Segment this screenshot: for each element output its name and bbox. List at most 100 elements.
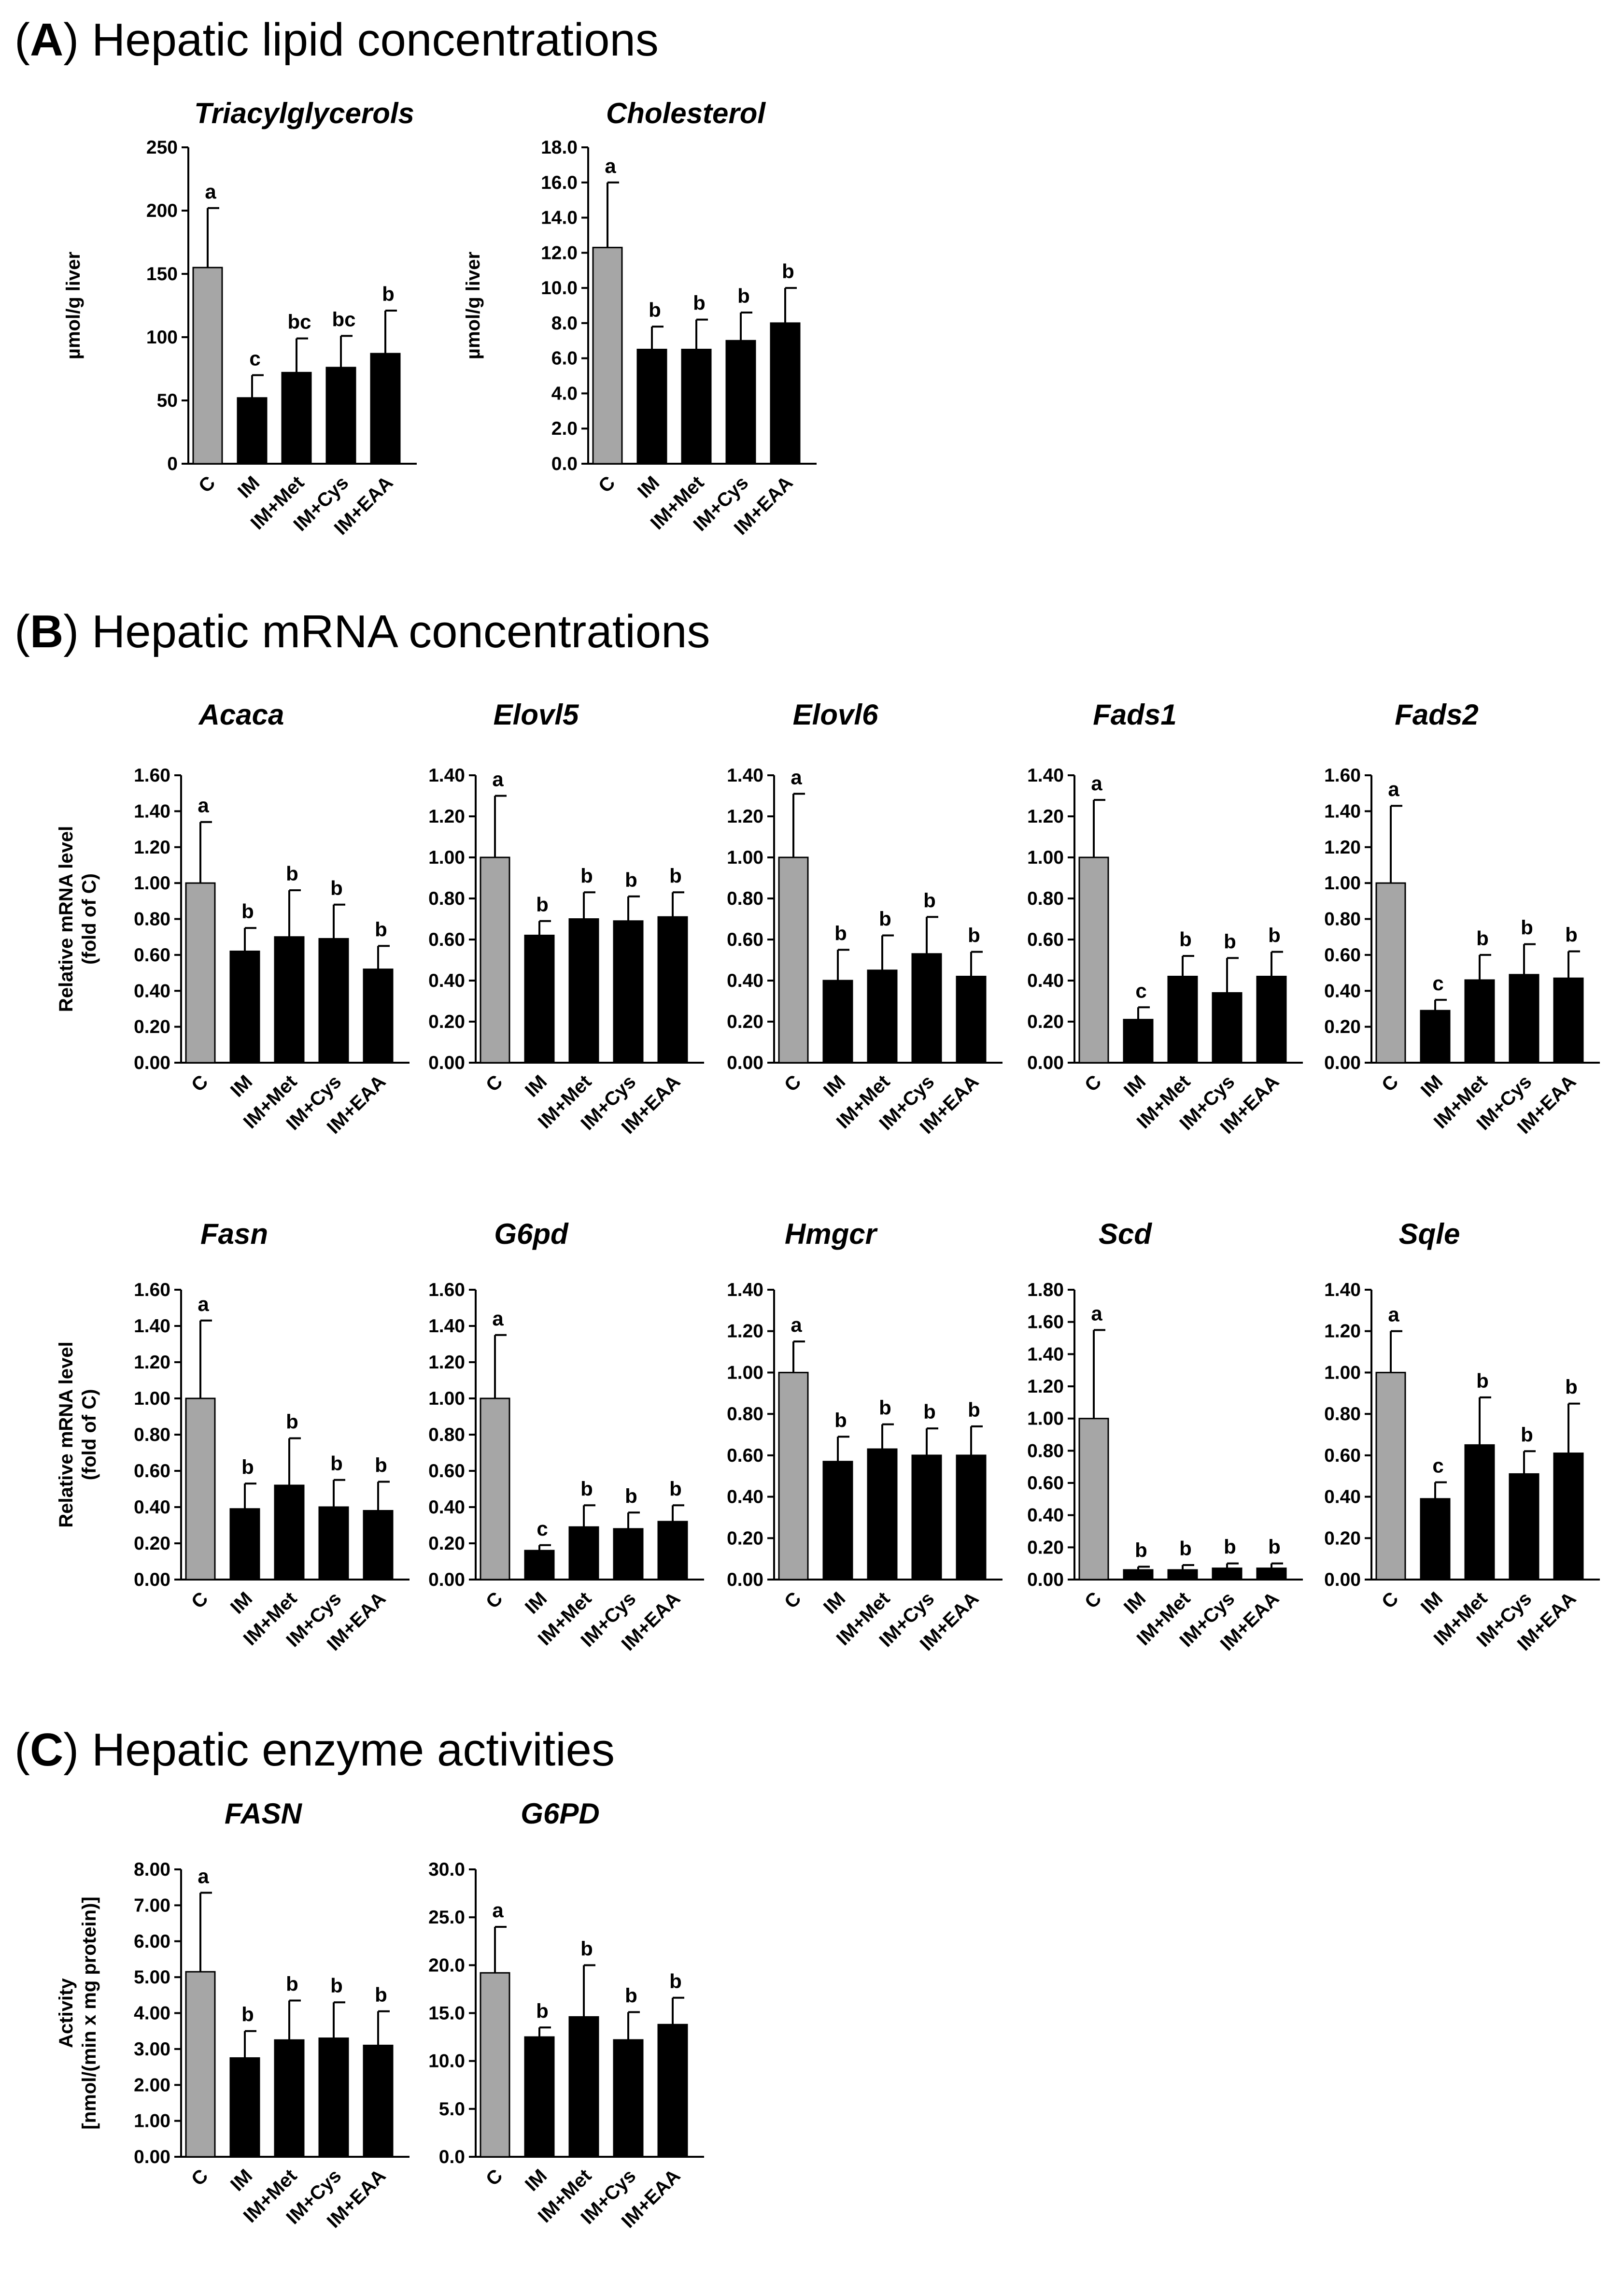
category-label-triacylglycerols: C [195, 472, 220, 497]
bar-hmgcr [867, 1448, 898, 1581]
y-tick-label-fasn: 6.00 [134, 1931, 170, 1952]
y-tick-label-scd: 0.80 [1027, 1440, 1064, 1461]
significance-label-elovl5: b [580, 864, 593, 887]
y-tick-label-triacylglycerols: 250 [146, 137, 178, 158]
bar-triacylglycerols [281, 371, 312, 465]
y-tick-label-cholesterol: 16.0 [541, 172, 578, 193]
section-c-heading: (C) Hepatic enzyme activities [14, 1724, 615, 1776]
y-tick-label-g6pd: 0.00 [428, 1569, 465, 1590]
significance-label-acaca: b [286, 862, 298, 885]
significance-label-elovl6: b [923, 889, 936, 912]
bar-cholesterol [681, 348, 712, 465]
chart-title-triacylglycerols: Triacylglycerols [194, 97, 414, 129]
bar-cholesterol [592, 246, 623, 465]
y-axis-label-fasn: [nmol/(min x mg protein)] [79, 1896, 100, 2129]
significance-label-fads2: b [1565, 923, 1578, 946]
chart-cholesterol: Cholesterol 0.0 2.0 4.0 6.0 8.0 10.0 12.0 14.0 16… [463, 97, 817, 539]
y-tick-label-hmgcr: 0.40 [727, 1487, 763, 1508]
y-tick-label-fads2: 0.40 [1324, 981, 1361, 1001]
significance-label-g6pd: c [537, 1517, 548, 1540]
bar-fads2 [1420, 1010, 1451, 1064]
bar-elovl5 [480, 856, 510, 1064]
bar-hmgcr [911, 1454, 942, 1581]
significance-label-hmgcr: b [834, 1409, 847, 1431]
significance-label-cholesterol: b [693, 292, 706, 314]
y-tick-label-triacylglycerols: 0 [167, 454, 178, 474]
bar-sqle [1509, 1473, 1539, 1581]
y-tick-label-g6pd: 0.0 [439, 2147, 465, 2167]
bar-fasn [229, 2057, 260, 2158]
chart-hmgcr: Hmgcr 0.00 0.20 0.40 0.60 0.80 1.00 1.20 1.40 a Cb… [727, 1218, 1003, 1655]
bar-elovl5 [657, 916, 688, 1064]
significance-label-cholesterol: a [605, 155, 616, 177]
section-a-heading: (A) Hepatic lipid concentrations [14, 14, 659, 66]
bar-hmgcr [778, 1371, 809, 1581]
chart-fasn: Fasn 0.00 0.20 0.40 0.60 0.80 1.00 1.20 1.40 1.60… [56, 1218, 410, 1655]
y-tick-label-acaca: 0.00 [134, 1053, 170, 1073]
significance-label-triacylglycerols: c [249, 347, 260, 370]
y-tick-label-fasn: 1.40 [134, 1316, 170, 1337]
category-label-sqle: IM [1417, 1588, 1447, 1618]
chart-title-g6pd: G6PD [521, 1797, 599, 1830]
bar-acaca [185, 882, 216, 1064]
chart-g6pd: G6pd 0.00 0.20 0.40 0.60 0.80 1.00 1.20 1.40 1.60… [428, 1218, 704, 1655]
y-tick-label-hmgcr: 0.80 [727, 1404, 763, 1424]
y-tick-label-cholesterol: 18.0 [541, 137, 578, 158]
y-tick-label-fasn: 7.00 [134, 1895, 170, 1916]
y-axis-label-acaca: Relative mRNA level [56, 826, 77, 1012]
significance-label-g6pd: b [580, 1477, 593, 1500]
category-label-sqle: C [1378, 1588, 1403, 1613]
section-a-letter: A [30, 14, 63, 66]
bar-cholesterol [725, 340, 756, 465]
y-tick-label-elovl5: 0.80 [428, 888, 465, 909]
bar-fads1 [1256, 976, 1287, 1064]
category-label-fasn: IM [226, 2165, 257, 2195]
chart-scd: Scd 0.00 0.20 0.40 0.60 0.80 1.00 1.20 1.40 1.60 1… [1027, 1218, 1303, 1655]
significance-label-acaca: b [375, 918, 387, 940]
bar-fasn [185, 1971, 216, 2158]
y-tick-label-acaca: 1.40 [134, 801, 170, 822]
bar-fasn [318, 2037, 349, 2158]
bar-scd [1167, 1569, 1198, 1581]
chart-sqle: Sqle 0.00 0.20 0.40 0.60 0.80 1.00 1.20 1.40 a Cc I… [1324, 1218, 1600, 1655]
y-tick-label-acaca: 0.60 [134, 945, 170, 966]
y-tick-label-g6pd: 1.20 [428, 1352, 465, 1373]
charts-container: Triacylglycerols 0 50 100 150 200 250 µmol/g li… [56, 97, 1600, 2232]
chart-fads1: Fads1 0.00 0.20 0.40 0.60 0.80 1.00 1.20 1.40 a Cc… [1027, 698, 1303, 1138]
y-tick-label-g6pd: 0.40 [428, 1497, 465, 1518]
y-tick-label-elovl6: 1.40 [727, 765, 763, 786]
bar-sqle [1420, 1498, 1451, 1581]
y-tick-label-fasn: 0.60 [134, 1461, 170, 1481]
y-tick-label-g6pd: 15.0 [428, 2003, 465, 2024]
significance-label-scd: b [1224, 1536, 1236, 1558]
significance-label-scd: b [1179, 1537, 1192, 1560]
y-tick-label-elovl6: 0.80 [727, 888, 763, 909]
y-tick-label-cholesterol: 8.0 [551, 313, 578, 334]
category-label-fads1: IM [1120, 1071, 1150, 1101]
significance-label-fads1: b [1224, 930, 1236, 953]
chart-elovl6: Elovl6 0.00 0.20 0.40 0.60 0.80 1.00 1.20 1.40 a C… [727, 698, 1003, 1138]
bar-fads2 [1375, 882, 1406, 1064]
significance-label-g6pd: b [669, 1477, 682, 1500]
section-b-title: Hepatic mRNA concentrations [92, 606, 710, 657]
y-tick-label-scd: 1.40 [1027, 1344, 1064, 1365]
chart-title-fads2: Fads2 [1395, 698, 1478, 731]
category-label-cholesterol: IM [634, 472, 664, 502]
y-tick-label-g6pd: 30.0 [428, 1859, 465, 1880]
category-label-acaca: C [187, 1071, 212, 1096]
significance-label-sqle: b [1565, 1376, 1578, 1398]
bar-cholesterol [636, 348, 667, 465]
y-tick-label-fads1: 0.20 [1027, 1011, 1064, 1032]
bar-g6pd [613, 1528, 644, 1581]
y-tick-label-triacylglycerols: 100 [146, 327, 178, 348]
significance-label-acaca: a [198, 794, 209, 817]
significance-label-fasn: b [286, 1972, 298, 1995]
bar-elovl5 [524, 935, 555, 1064]
y-tick-label-scd: 1.00 [1027, 1409, 1064, 1429]
bar-g6pd [657, 1521, 688, 1581]
significance-label-sqle: a [1388, 1303, 1399, 1326]
bar-fasn [274, 2039, 305, 2158]
significance-label-fasn: b [330, 1974, 343, 1997]
category-label-g6pd: IM [521, 2165, 551, 2195]
